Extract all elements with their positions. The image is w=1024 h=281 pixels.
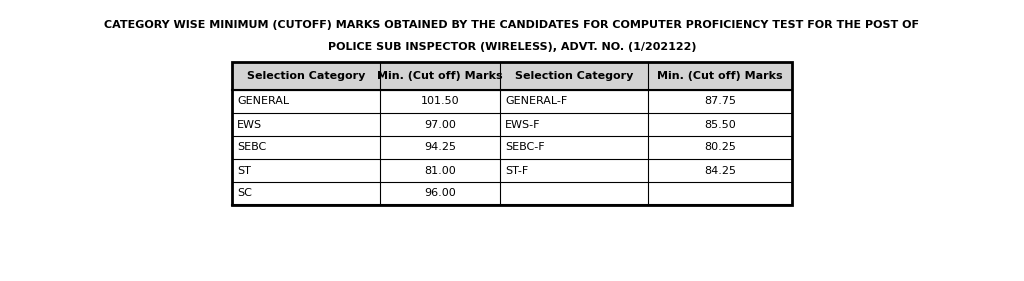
Bar — [232, 90, 792, 113]
Text: 96.00: 96.00 — [424, 189, 456, 198]
Text: POLICE SUB INSPECTOR (WIRELESS), ADVT. NO. (1/202122): POLICE SUB INSPECTOR (WIRELESS), ADVT. N… — [328, 42, 696, 52]
Text: 85.50: 85.50 — [705, 119, 736, 130]
Text: SC: SC — [237, 189, 252, 198]
Text: 81.00: 81.00 — [424, 166, 456, 176]
Text: ST-F: ST-F — [505, 166, 528, 176]
Text: SEBC-F: SEBC-F — [505, 142, 545, 153]
Text: CATEGORY WISE MINIMUM (CUTOFF) MARKS OBTAINED BY THE CANDIDATES FOR COMPUTER PRO: CATEGORY WISE MINIMUM (CUTOFF) MARKS OBT… — [104, 20, 920, 30]
Text: EWS: EWS — [237, 119, 262, 130]
Text: 84.25: 84.25 — [705, 166, 736, 176]
Text: ST: ST — [237, 166, 251, 176]
Text: Selection Category: Selection Category — [515, 71, 633, 81]
Bar — [232, 182, 792, 205]
Bar — [232, 159, 792, 182]
Text: Min. (Cut off) Marks: Min. (Cut off) Marks — [657, 71, 782, 81]
Text: Selection Category: Selection Category — [247, 71, 366, 81]
Text: 101.50: 101.50 — [421, 96, 460, 106]
Text: MaruGujaratPost.com: MaruGujaratPost.com — [291, 157, 733, 191]
Text: GENERAL-F: GENERAL-F — [505, 96, 567, 106]
Text: 80.25: 80.25 — [705, 142, 736, 153]
Text: 94.25: 94.25 — [424, 142, 456, 153]
Bar — [232, 113, 792, 136]
Text: 97.00: 97.00 — [424, 119, 456, 130]
Text: SEBC: SEBC — [237, 142, 266, 153]
Text: Min. (Cut off) Marks: Min. (Cut off) Marks — [377, 71, 503, 81]
Bar — [232, 62, 792, 205]
Bar — [232, 136, 792, 159]
Text: EWS-F: EWS-F — [505, 119, 541, 130]
Text: 87.75: 87.75 — [705, 96, 736, 106]
Text: GENERAL: GENERAL — [237, 96, 289, 106]
Bar — [232, 62, 792, 90]
